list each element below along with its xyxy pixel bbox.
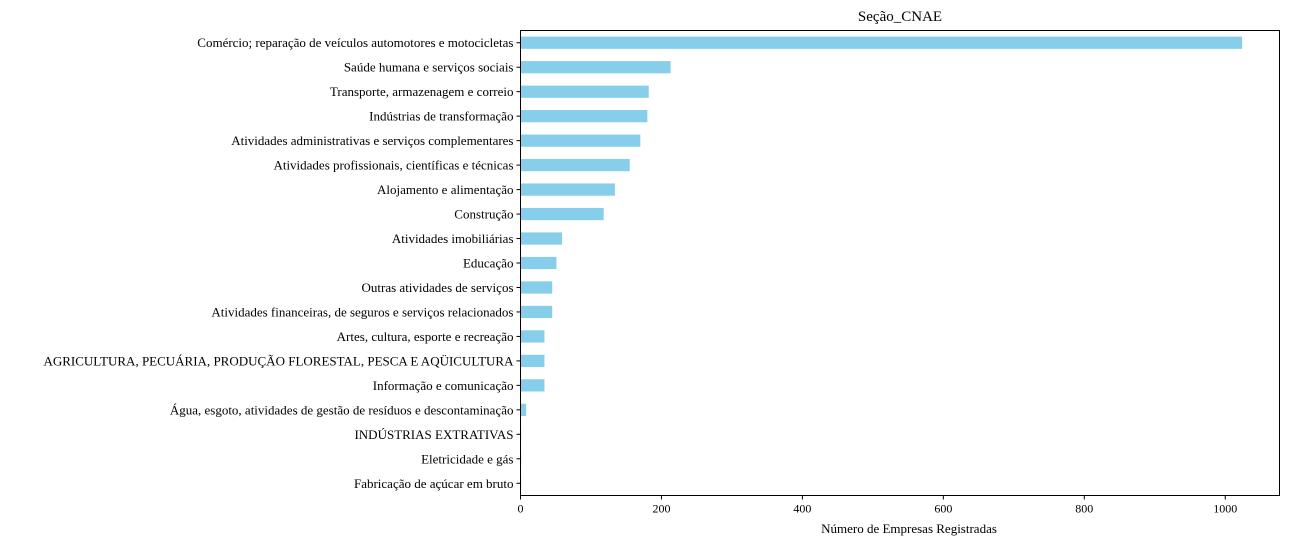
bar: [520, 403, 527, 416]
bar: [520, 134, 641, 147]
bar: [520, 232, 563, 245]
category-label: Atividades administrativas e serviços co…: [231, 133, 513, 148]
bar: [520, 85, 649, 98]
category-label: AGRICULTURA, PECUÁRIA, PRODUÇÃO FLORESTA…: [43, 353, 514, 368]
bar: [520, 110, 648, 123]
category-label: INDÚSTRIAS EXTRATIVAS: [354, 427, 513, 442]
category-label: Atividades financeiras, de seguros e ser…: [211, 304, 513, 319]
bar: [520, 61, 671, 74]
bar: [520, 183, 615, 196]
x-tick-label: 1000: [1213, 502, 1237, 516]
category-label: Fabricação de açúcar em bruto: [354, 476, 514, 491]
chart-title: Seção_CNAE: [858, 9, 942, 25]
category-label: Atividades profissionais, científicas e …: [273, 158, 513, 173]
category-label: Comércio; reparação de veículos automoto…: [197, 35, 513, 50]
bar: [520, 354, 545, 368]
x-tick-label: 800: [1075, 502, 1093, 516]
x-tick-label: 200: [652, 502, 670, 516]
x-ticks-group: 0 200 400 600 800 1000: [518, 495, 1237, 516]
category-label: Indústrias de transformação: [369, 109, 513, 124]
bars-group: [520, 36, 1243, 490]
category-label: Informação e comunicação: [373, 378, 514, 393]
category-label: Alojamento e alimentação: [377, 182, 513, 197]
bar: [520, 256, 557, 270]
category-label: Transporte, armazenagem e correio: [330, 84, 514, 99]
category-label: Saúde humana e serviços sociais: [344, 60, 514, 75]
bar: [520, 379, 545, 392]
x-tick-label: 400: [793, 502, 811, 516]
plot-frame: [520, 30, 1280, 496]
x-axis-title: Número de Empresas Registradas: [821, 521, 997, 536]
category-label: Construção: [454, 207, 513, 222]
category-label: Eletricidade e gás: [421, 451, 513, 466]
x-tick-label: 0: [518, 502, 524, 516]
bar: [520, 158, 630, 172]
x-tick-label: 600: [934, 502, 952, 516]
category-label: Artes, cultura, esporte e recreação: [337, 329, 514, 344]
bar: [520, 330, 545, 343]
bar: [520, 281, 553, 294]
bar: [520, 207, 604, 221]
category-label: Educação: [463, 256, 514, 271]
category-labels-group: Comércio; reparação de veículos automoto…: [43, 35, 521, 491]
category-label: Atividades imobiliárias: [392, 231, 514, 246]
category-label: Água, esgoto, atividades de gestão de re…: [170, 402, 514, 417]
category-label: Outras atividades de serviços: [362, 280, 514, 295]
bar: [520, 36, 1243, 49]
bar: [520, 305, 553, 319]
